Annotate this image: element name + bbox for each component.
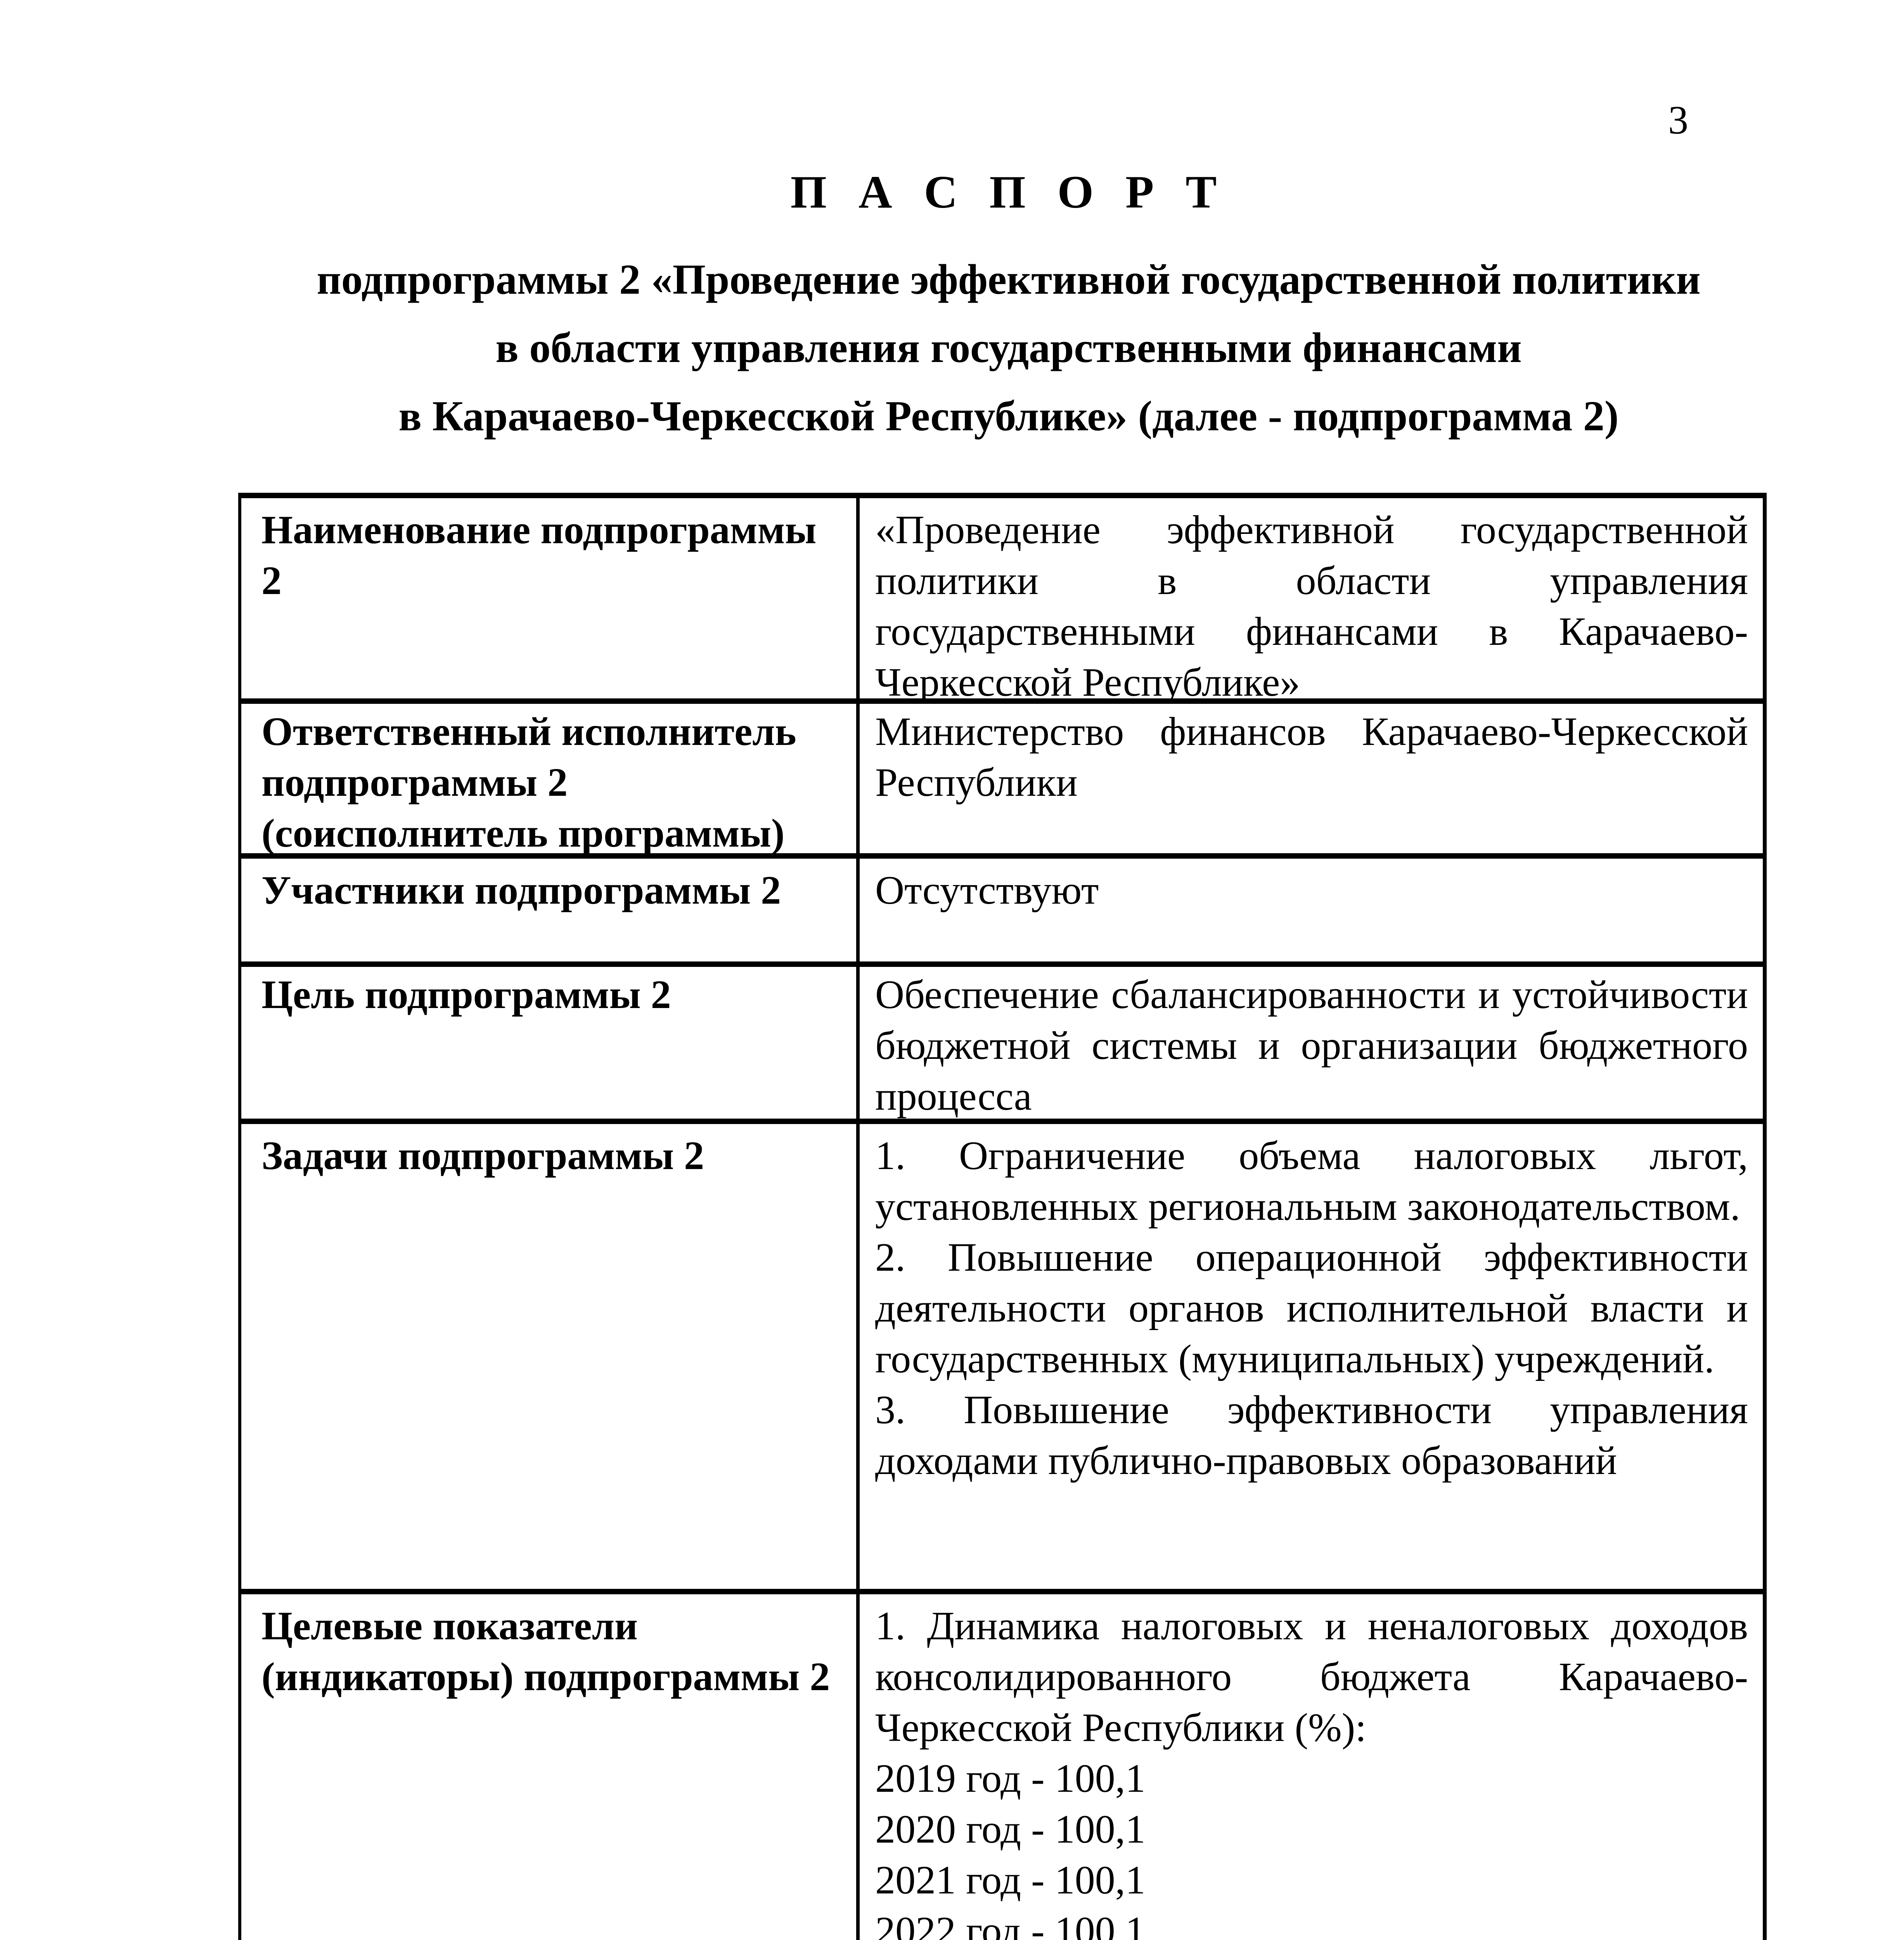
row-value-responsible-executor: Министерство финансов Карачаево-Черкесск… xyxy=(860,704,1763,853)
cell-paragraph: Министерство финансов Карачаево-Черкесск… xyxy=(875,709,1748,805)
row-value-target-indicators: 1. Динамика налоговых и неналоговых дохо… xyxy=(860,1594,1763,1940)
table-row-name: Наименование подпрограммы 2 «Проведение … xyxy=(241,498,1763,704)
row-label-target-indicators: Целевые показатели (индикаторы) подпрогр… xyxy=(241,1594,860,1940)
table-row-responsible-executor: Ответственный исполнитель подпрограммы 2… xyxy=(241,704,1763,859)
cell-paragraph: Обеспечение сбалансированности и устойчи… xyxy=(875,972,1748,1119)
row-label-participants: Участники подпрограммы 2 xyxy=(241,859,860,961)
row-value-tasks: 1. Ограничение объема налоговых льгот, у… xyxy=(860,1124,1763,1589)
row-value-goal: Обеспечение сбалансированности и устойчи… xyxy=(860,967,1763,1119)
cell-paragraph: 2019 год - 100,1 xyxy=(875,1756,1146,1801)
row-label-responsible-executor: Ответственный исполнитель подпрограммы 2… xyxy=(241,704,860,853)
row-value-participants: Отсутствуют xyxy=(860,859,1763,961)
cell-paragraph: 2. Повышение операционной эффективности … xyxy=(875,1235,1748,1381)
table-row-participants: Участники подпрограммы 2 Отсутствуют xyxy=(241,859,1763,967)
row-label-name: Наименование подпрограммы 2 xyxy=(241,498,860,698)
title-subtitle-line-3: в Карачаево-Черкесской Республике» (дале… xyxy=(398,392,1619,440)
cell-paragraph: Отсутствуют xyxy=(875,868,1099,913)
table-row-tasks: Задачи подпрограммы 2 1. Ограничение объ… xyxy=(241,1124,1763,1594)
row-label-tasks: Задачи подпрограммы 2 xyxy=(241,1124,860,1589)
title-block: П А С П О Р Т подпрограммы 2 «Проведение… xyxy=(252,163,1765,450)
document-title: П А С П О Р Т xyxy=(790,166,1227,218)
page-number: 3 xyxy=(1668,98,1688,142)
cell-paragraph: 2020 год - 100,1 xyxy=(875,1807,1146,1852)
cell-paragraph: «Проведение эффективной государственной … xyxy=(875,508,1748,698)
title-subtitle-line-2: в области управления государственными фи… xyxy=(495,324,1522,371)
cell-paragraph: 2022 год - 100,1 xyxy=(875,1909,1146,1940)
cell-paragraph: 1. Динамика налоговых и неналоговых дохо… xyxy=(875,1604,1748,1750)
cell-paragraph: 3. Повышение эффективности управления до… xyxy=(875,1387,1748,1483)
table-row-goal: Цель подпрограммы 2 Обеспечение сбаланси… xyxy=(241,967,1763,1124)
cell-paragraph: 1. Ограничение объема налоговых льгот, у… xyxy=(875,1133,1748,1229)
cell-paragraph: 2021 год - 100,1 xyxy=(875,1858,1146,1902)
row-value-name: «Проведение эффективной государственной … xyxy=(860,498,1763,698)
passport-table: Наименование подпрограммы 2 «Проведение … xyxy=(238,493,1767,1940)
title-subtitle-line-1: подпрограммы 2 «Проведение эффективной г… xyxy=(317,256,1701,303)
table-row-target-indicators: Целевые показатели (индикаторы) подпрогр… xyxy=(241,1594,1763,1940)
row-label-goal: Цель подпрограммы 2 xyxy=(241,967,860,1119)
